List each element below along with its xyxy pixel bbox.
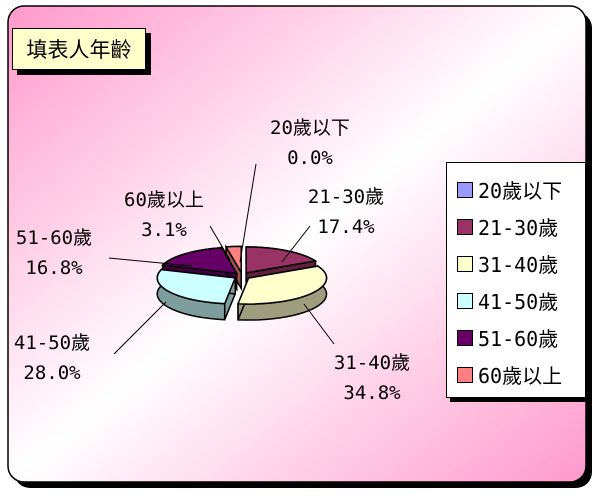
- legend-swatch: [457, 255, 473, 272]
- legend-label: 20歲以下: [478, 179, 563, 203]
- data-label-category: 41-50歲: [14, 332, 90, 354]
- legend: 20歲以下 21-30歲 31-40歲 41-50歲 51-60歲 60歲以上: [446, 162, 586, 398]
- chart-title-text: 填表人年齡: [26, 38, 132, 62]
- leader-line: [209, 225, 231, 261]
- leader-line: [113, 301, 167, 355]
- chart-area-background: [7, 5, 587, 483]
- legend-item: 21-30歲: [457, 208, 585, 245]
- leader-line: [239, 163, 257, 263]
- legend-item: 51-60歲: [457, 319, 585, 356]
- legend-label: 41-50歲: [478, 290, 559, 314]
- leader-line: [108, 257, 193, 267]
- legend-swatch: [457, 366, 473, 383]
- data-labels: 20歲以下 0.0% 21-30歲 17.4% 31-40歲 34.8% 41-50歲 28.…: [14, 117, 410, 404]
- leader-line: [281, 225, 311, 263]
- data-label-category: 31-40歲: [334, 352, 410, 374]
- data-label-value: 3.1%: [141, 219, 187, 241]
- data-label-value: 16.8%: [25, 257, 83, 279]
- legend-label: 31-40歲: [478, 253, 559, 277]
- legend-swatch: [457, 292, 473, 309]
- data-label-category: 20歲以下: [270, 117, 350, 139]
- legend-label: 21-30歲: [478, 216, 559, 240]
- data-label-category: 60歲以上: [124, 189, 204, 211]
- legend-swatch: [457, 329, 473, 346]
- pie-plot: [156, 244, 328, 321]
- data-label-category: 21-30歲: [308, 186, 384, 208]
- pie-slice-2: [245, 246, 318, 274]
- data-label-value: 17.4%: [317, 216, 375, 238]
- legend-label: 60歲以上: [478, 364, 563, 388]
- legend-item: 41-50歲: [457, 282, 585, 319]
- legend-swatch: [457, 181, 473, 198]
- pie-slice-4: [156, 268, 237, 305]
- pie-slice-3: [236, 265, 328, 305]
- legend-item: 31-40歲: [457, 245, 585, 282]
- pie-slice-6: [224, 245, 242, 276]
- leader-line: [303, 303, 335, 345]
- legend-swatch: [457, 218, 473, 235]
- chart-canvas: 20歲以下 0.0% 21-30歲 17.4% 31-40歲 34.8% 41-50歲 28.…: [7, 5, 592, 488]
- legend-item: 20歲以下: [457, 171, 585, 208]
- leader-lines: [108, 163, 335, 355]
- legend-item: 60歲以上: [457, 356, 585, 393]
- data-label-value: 0.0%: [287, 147, 333, 169]
- data-label-value: 34.8%: [343, 382, 401, 404]
- legend-label: 51-60歲: [478, 327, 559, 351]
- data-label-category: 51-60歲: [16, 227, 92, 249]
- data-label-value: 28.0%: [23, 362, 81, 384]
- chart-title: 填表人年齡: [12, 28, 146, 70]
- chart-frame: 20歲以下 0.0% 21-30歲 17.4% 31-40歲 34.8% 41-50歲 28.…: [4, 4, 592, 488]
